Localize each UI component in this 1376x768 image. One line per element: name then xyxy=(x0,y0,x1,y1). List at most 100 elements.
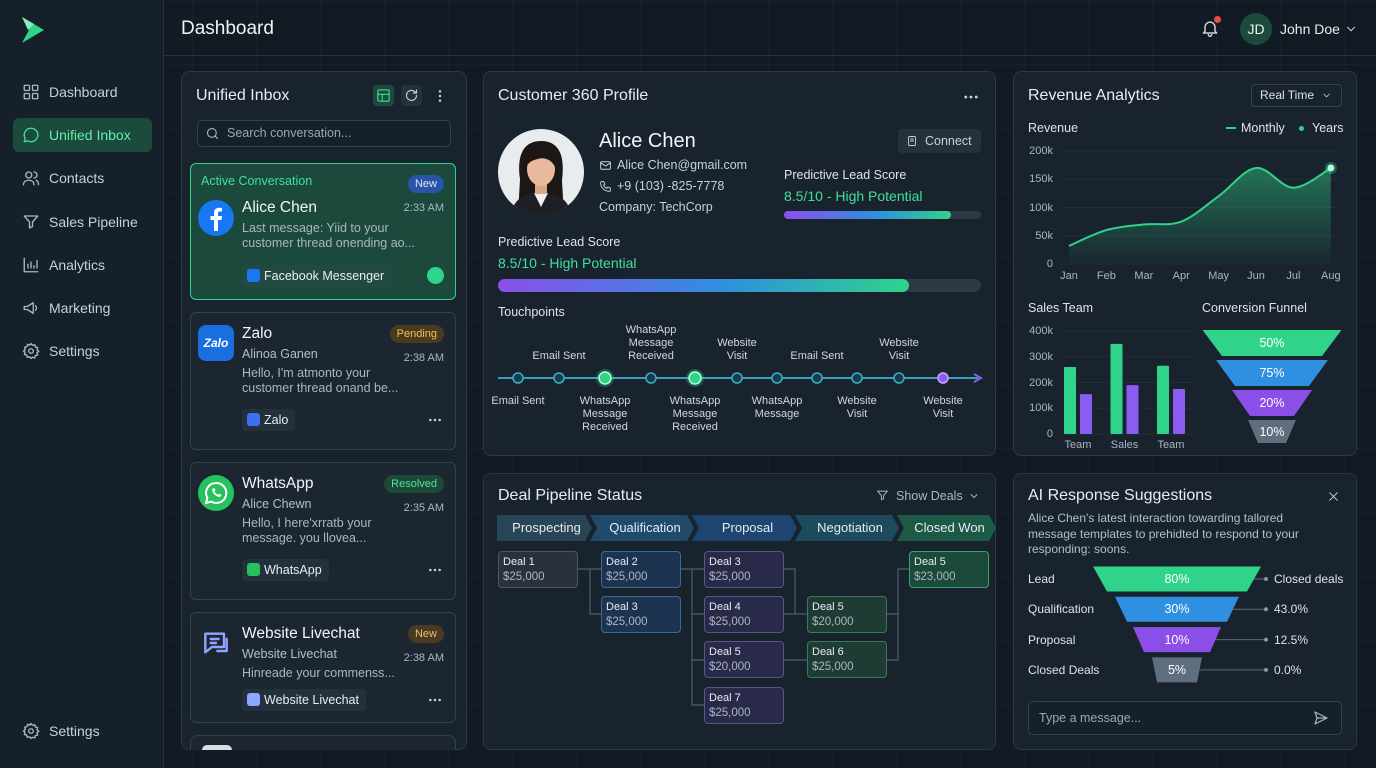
timeline-arrow xyxy=(973,373,984,383)
stage-name: Negotiation xyxy=(817,520,883,535)
message-input[interactable] xyxy=(1028,701,1342,735)
decoration xyxy=(33,171,40,186)
user-avatar[interactable]: JD xyxy=(1240,13,1272,45)
card-menu[interactable] xyxy=(427,412,443,428)
timeline-node xyxy=(512,372,524,384)
stage-name: Qualification xyxy=(609,520,681,535)
filter-button[interactable]: Show Deals xyxy=(896,489,963,503)
face xyxy=(527,152,555,186)
deal-amount: $25,000 xyxy=(503,571,545,583)
touchpoint-label: Website Visit xyxy=(717,337,757,362)
card-message: Last message: Yiid to your customer thre… xyxy=(242,221,416,250)
decoration xyxy=(27,259,38,269)
nav-item[interactable]: Sales Pipeline xyxy=(49,213,138,230)
filter-chevron xyxy=(970,494,978,498)
deal-amount: $23,000 xyxy=(914,571,956,583)
icon-glyph xyxy=(204,481,228,505)
leader-dot xyxy=(1264,637,1268,642)
card-menu[interactable] xyxy=(427,692,443,708)
y-tick-label: 0 xyxy=(1046,428,1053,440)
user-name[interactable]: John Doe xyxy=(1280,21,1340,37)
tag-icon xyxy=(247,413,260,426)
funnel-stage: Closed Deals xyxy=(1028,662,1100,677)
deal-card[interactable] xyxy=(601,551,681,588)
decoration xyxy=(23,84,31,92)
tag-icon-shape xyxy=(247,413,260,426)
funnel-segment xyxy=(1232,390,1312,416)
notifications[interactable] xyxy=(1200,18,1220,38)
legend-toggle[interactable]: Years xyxy=(1312,121,1344,135)
deal-card[interactable] xyxy=(704,641,784,678)
deal-card[interactable] xyxy=(807,596,887,633)
funnel-segment xyxy=(1216,360,1328,386)
deal-card[interactable] xyxy=(807,641,887,678)
card-menu[interactable] xyxy=(427,562,443,578)
panel-menu[interactable] xyxy=(962,88,980,106)
decoration xyxy=(377,89,390,102)
connector xyxy=(887,568,909,661)
deal-card[interactable] xyxy=(704,687,784,724)
deal-card[interactable] xyxy=(909,551,989,588)
nav-item[interactable]: Settings xyxy=(49,723,100,739)
funnel-stage: Lead xyxy=(1028,572,1055,586)
nav-item[interactable]: Analytics xyxy=(49,256,106,273)
score-label: Predictive Lead Score xyxy=(784,168,907,182)
nav-item[interactable]: Unified Inbox xyxy=(49,127,131,144)
close-icon[interactable] xyxy=(1327,490,1340,503)
decoration xyxy=(23,92,31,100)
channel-tag: WhatsApp xyxy=(242,559,329,581)
decoration xyxy=(438,698,441,702)
deal-card[interactable] xyxy=(704,596,784,633)
filter-dropdown[interactable]: Real Time xyxy=(1251,84,1342,107)
timeline-node xyxy=(893,372,905,384)
decoration xyxy=(438,418,441,422)
more-icon[interactable] xyxy=(432,88,448,104)
email-icon xyxy=(600,161,611,170)
touchpoint-label: WhatsApp Message xyxy=(751,395,803,420)
deal-card[interactable] xyxy=(601,596,681,633)
info-icon xyxy=(427,267,444,284)
nav-item[interactable]: Contacts xyxy=(49,170,105,187)
touchpoint-label: WhatsApp Message Received xyxy=(625,324,677,362)
legend-toggle[interactable]: Monthly xyxy=(1241,121,1285,135)
deal-card[interactable] xyxy=(704,551,784,588)
decoration xyxy=(970,494,978,498)
deal-amount: $25,000 xyxy=(812,661,854,673)
funnel-stage: Qualification xyxy=(1028,602,1095,617)
nav-active-bg xyxy=(13,118,152,153)
card-title: Zalo xyxy=(242,325,273,342)
tag-icon-shape xyxy=(247,693,260,706)
filter-icon xyxy=(877,490,888,501)
channel-icon xyxy=(204,632,228,654)
nav-item[interactable]: Dashboard xyxy=(49,84,118,100)
ai-funnel xyxy=(1093,566,1268,683)
nav-item[interactable]: Marketing xyxy=(49,300,111,316)
stage-chevron xyxy=(497,515,592,541)
fringe xyxy=(526,150,557,169)
funnel-label: 80% xyxy=(1164,572,1190,586)
timeline xyxy=(498,369,984,387)
icon-glyph xyxy=(212,488,222,497)
funnel-segment xyxy=(1115,596,1239,622)
stage-chevron xyxy=(795,515,899,541)
send-icon[interactable] xyxy=(1313,710,1329,726)
user-menu[interactable] xyxy=(1344,22,1358,36)
x-tick-label: Feb xyxy=(1096,270,1116,282)
section-title: Touchpoints xyxy=(498,305,565,319)
search-box[interactable] xyxy=(197,120,451,147)
nav-item[interactable]: Settings xyxy=(49,343,100,360)
decoration xyxy=(377,93,390,102)
card-title: Website Livechat xyxy=(242,625,360,642)
connector xyxy=(784,568,807,661)
legend-swatch xyxy=(1299,126,1304,131)
funnel-stage: Proposal xyxy=(1028,632,1076,647)
card-message: Hello, I'm atmonto your customer thread … xyxy=(242,366,399,395)
decoration xyxy=(969,95,973,99)
decoration xyxy=(1346,26,1356,32)
decoration xyxy=(438,568,441,572)
timeline-node xyxy=(553,372,565,384)
touchpoint-label: Website Visit xyxy=(923,395,963,420)
deal-card[interactable] xyxy=(498,551,578,588)
decoration xyxy=(214,135,219,140)
